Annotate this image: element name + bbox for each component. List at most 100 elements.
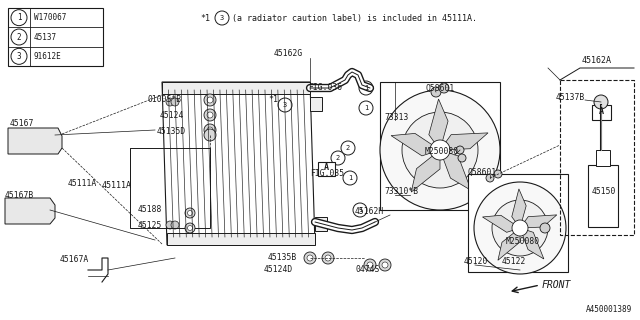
- Text: 3: 3: [220, 15, 224, 21]
- Text: 1: 1: [358, 207, 362, 213]
- Circle shape: [185, 223, 195, 233]
- Text: (a radiator caution label) is included in 45111A.: (a radiator caution label) is included i…: [232, 14, 477, 23]
- Text: 0100S*B: 0100S*B: [148, 95, 182, 105]
- Circle shape: [304, 252, 316, 264]
- Bar: [130, 148, 210, 228]
- Bar: [596, 150, 610, 166]
- Circle shape: [430, 140, 450, 160]
- Circle shape: [188, 211, 193, 215]
- Text: 45162G: 45162G: [274, 50, 303, 59]
- Circle shape: [207, 97, 213, 103]
- Polygon shape: [512, 189, 526, 228]
- Circle shape: [166, 98, 174, 106]
- Text: 45111A: 45111A: [68, 179, 97, 188]
- Bar: [167, 233, 315, 245]
- Circle shape: [486, 174, 494, 182]
- Polygon shape: [5, 198, 55, 224]
- Circle shape: [204, 94, 216, 106]
- Circle shape: [185, 208, 195, 218]
- Polygon shape: [520, 228, 544, 259]
- Circle shape: [171, 98, 179, 106]
- Circle shape: [204, 124, 216, 136]
- Circle shape: [207, 112, 213, 118]
- Circle shape: [439, 83, 449, 93]
- FancyBboxPatch shape: [591, 105, 611, 119]
- Text: A450001389: A450001389: [586, 305, 632, 314]
- Circle shape: [341, 141, 355, 155]
- Text: W170067: W170067: [34, 13, 67, 22]
- Circle shape: [171, 221, 179, 229]
- Text: 45137B: 45137B: [556, 93, 585, 102]
- Bar: [380, 82, 500, 210]
- Text: 45137: 45137: [34, 33, 57, 42]
- Polygon shape: [162, 82, 315, 245]
- Circle shape: [166, 221, 174, 229]
- Circle shape: [431, 87, 441, 97]
- Polygon shape: [520, 215, 557, 228]
- Circle shape: [359, 81, 373, 95]
- Text: 2: 2: [336, 155, 340, 161]
- Circle shape: [215, 11, 229, 25]
- Circle shape: [382, 262, 388, 268]
- Bar: [8, 8, 103, 66]
- Text: FIG.035: FIG.035: [310, 170, 344, 179]
- Circle shape: [594, 95, 608, 109]
- Circle shape: [359, 101, 373, 115]
- Text: 73310*B: 73310*B: [384, 188, 418, 196]
- Polygon shape: [412, 150, 440, 192]
- Text: *1: *1: [200, 14, 210, 23]
- Circle shape: [11, 48, 27, 64]
- Circle shape: [188, 226, 193, 230]
- Circle shape: [11, 10, 27, 26]
- Circle shape: [474, 182, 566, 274]
- Text: Q58601: Q58601: [468, 167, 497, 177]
- Text: 45135D: 45135D: [157, 126, 186, 135]
- Circle shape: [204, 109, 216, 121]
- Circle shape: [11, 29, 27, 45]
- Text: 91612E: 91612E: [34, 52, 61, 61]
- Text: *1: *1: [268, 95, 278, 105]
- Circle shape: [494, 170, 502, 178]
- Text: 3: 3: [283, 102, 287, 108]
- Text: 1: 1: [17, 13, 21, 22]
- Circle shape: [492, 200, 548, 256]
- Bar: [468, 174, 568, 272]
- Text: M250080: M250080: [425, 148, 459, 156]
- Circle shape: [207, 127, 213, 133]
- Circle shape: [380, 90, 500, 210]
- Text: 0474S: 0474S: [356, 265, 380, 274]
- Text: 45167: 45167: [10, 119, 35, 129]
- Polygon shape: [440, 133, 488, 150]
- Text: 45188: 45188: [138, 205, 163, 214]
- Circle shape: [402, 112, 478, 188]
- Text: 45111A: 45111A: [102, 180, 132, 189]
- Circle shape: [364, 259, 376, 271]
- Text: 45167A: 45167A: [60, 255, 89, 265]
- Text: A: A: [598, 108, 604, 116]
- Polygon shape: [429, 99, 448, 150]
- Polygon shape: [440, 150, 471, 190]
- Bar: [310, 97, 322, 111]
- Polygon shape: [8, 128, 62, 154]
- Text: 3: 3: [17, 52, 21, 61]
- Text: 45124: 45124: [160, 111, 184, 121]
- Circle shape: [367, 262, 373, 268]
- Bar: [315, 217, 327, 231]
- Circle shape: [456, 146, 464, 154]
- Polygon shape: [483, 215, 520, 232]
- Text: 45124D: 45124D: [264, 265, 293, 274]
- Circle shape: [540, 223, 550, 233]
- Circle shape: [204, 129, 216, 141]
- Text: FRONT: FRONT: [542, 280, 572, 290]
- Circle shape: [325, 255, 331, 261]
- Circle shape: [278, 98, 292, 112]
- Circle shape: [331, 151, 345, 165]
- Bar: [162, 82, 310, 94]
- Text: Q58601: Q58601: [426, 84, 455, 92]
- Text: 45120: 45120: [464, 258, 488, 267]
- FancyBboxPatch shape: [317, 162, 335, 175]
- Text: 45125: 45125: [138, 220, 163, 229]
- Text: 2: 2: [346, 145, 350, 151]
- Text: 1: 1: [348, 175, 352, 181]
- Circle shape: [512, 220, 528, 236]
